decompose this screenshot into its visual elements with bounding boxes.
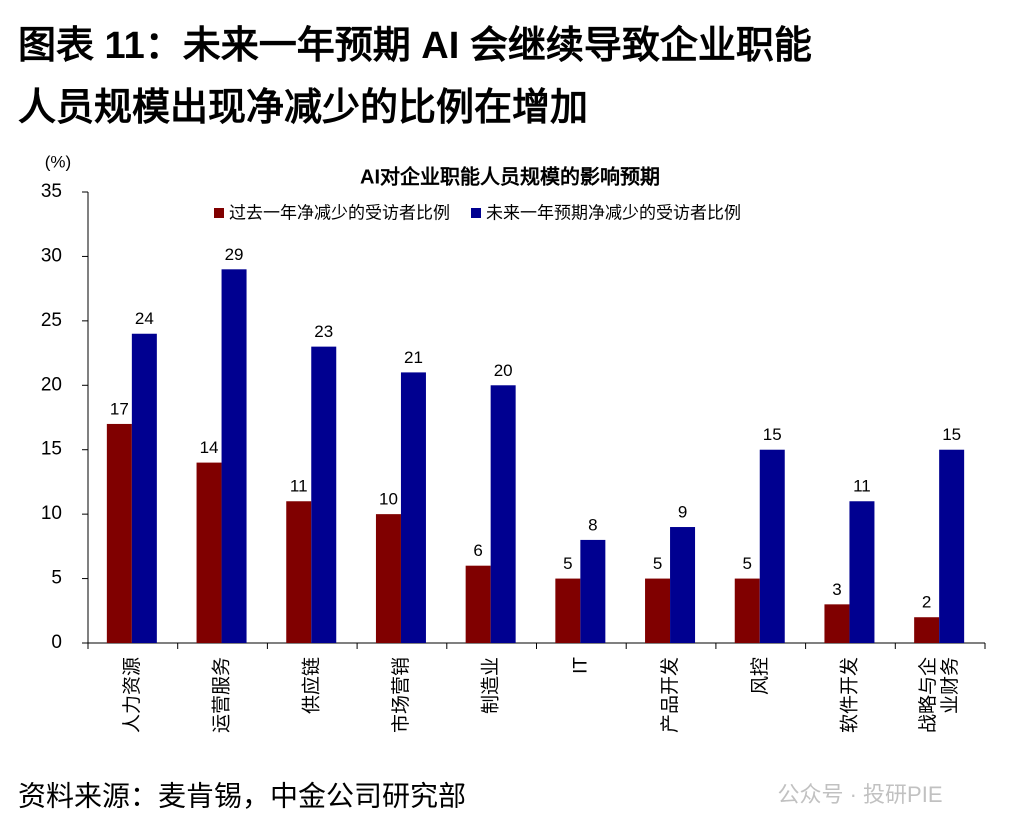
data-label: 21 <box>404 348 423 367</box>
y-unit: (%) <box>45 152 71 171</box>
bar <box>465 565 491 643</box>
y-tick-label: 15 <box>41 439 62 460</box>
y-tick-label: 10 <box>41 503 62 524</box>
x-tick-label: IT <box>570 657 591 674</box>
bar <box>849 501 875 643</box>
y-tick-label: 25 <box>41 310 62 331</box>
bar <box>311 346 337 643</box>
x-tick-label: 风控 <box>749 657 771 695</box>
y-tick-label: 0 <box>51 632 62 653</box>
x-tick-label: 软件开发 <box>838 657 860 733</box>
data-label: 29 <box>225 245 244 264</box>
bar <box>490 385 516 643</box>
data-label: 10 <box>379 490 398 509</box>
title-line: 图表 11：未来一年预期 AI 会继续导致企业职能 <box>18 25 812 67</box>
data-label: 23 <box>314 322 333 341</box>
legend-swatch <box>214 208 224 218</box>
data-label: 20 <box>494 361 513 380</box>
bar <box>580 539 606 643</box>
legend-swatch <box>471 208 481 218</box>
data-label: 11 <box>290 477 308 496</box>
data-label: 2 <box>922 593 931 612</box>
bar <box>400 372 426 643</box>
data-label: 15 <box>763 425 782 444</box>
data-label: 11 <box>853 477 871 496</box>
data-label: 17 <box>110 399 129 418</box>
y-tick-label: 35 <box>41 181 62 202</box>
chart-title: AI对企业职能人员规模的影响预期 <box>360 164 660 188</box>
data-label: 3 <box>832 580 841 599</box>
bar <box>734 578 760 643</box>
data-label: 15 <box>942 425 961 444</box>
data-label: 5 <box>743 554 752 573</box>
legend-label: 未来一年预期净减少的受访者比例 <box>486 203 741 222</box>
bar <box>670 527 696 643</box>
x-tick-label: 战略与企业财务 <box>917 657 961 733</box>
bar <box>645 578 671 643</box>
bar <box>375 514 401 643</box>
y-tick-label: 20 <box>41 374 62 395</box>
bar <box>759 449 785 643</box>
x-tick-label: 运营服务 <box>211 657 233 733</box>
data-label: 5 <box>653 554 662 573</box>
bar <box>555 578 581 643</box>
legend-label: 过去一年净减少的受访者比例 <box>229 203 450 222</box>
x-tick-label: 市场营销 <box>390 657 412 733</box>
data-label: 14 <box>200 438 219 457</box>
data-label: 24 <box>135 309 154 328</box>
bar <box>286 501 312 643</box>
title-line: 人员规模出现净减少的比例在增加 <box>18 87 589 129</box>
source: 资料来源：麦肯锡，中金公司研究部 <box>18 780 466 811</box>
x-tick-label: 制造业 <box>480 657 502 714</box>
data-label: 9 <box>678 503 687 522</box>
bar <box>939 449 965 643</box>
data-label: 8 <box>588 515 597 534</box>
bar <box>914 617 940 643</box>
x-tick-label: 人力资源 <box>121 657 143 733</box>
bar <box>131 333 157 643</box>
data-label: 6 <box>473 541 482 560</box>
x-tick-label: 产品开发 <box>659 657 681 733</box>
y-tick-label: 5 <box>51 568 62 589</box>
bar <box>824 604 850 643</box>
bar <box>196 462 222 643</box>
bar <box>106 423 132 643</box>
y-tick-label: 30 <box>41 245 62 266</box>
watermark: 公众号 · 投研PIE <box>777 782 942 807</box>
x-tick-label: 供应链 <box>300 657 322 714</box>
data-label: 5 <box>563 554 572 573</box>
bar <box>221 269 247 643</box>
